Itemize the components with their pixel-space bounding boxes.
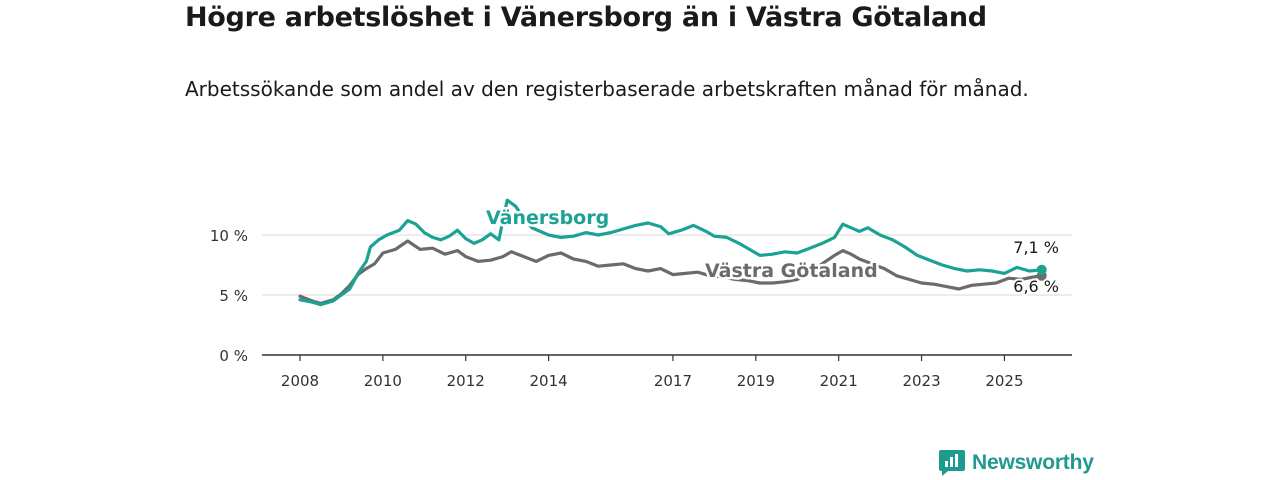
brand-logo: Newsworthy — [938, 448, 1094, 478]
x-tick-label: 2014 — [530, 372, 568, 390]
series-layer — [298, 198, 1047, 307]
x-tick-label: 2017 — [654, 372, 692, 390]
axes: 0 % 5 % 10 % 2008 2010 2012 2014 2017 2019 2021 20… — [210, 227, 1072, 390]
y-tick-label: 10 % — [210, 227, 248, 245]
x-tick-label: 2019 — [737, 372, 775, 390]
line-chart: 0 % 5 % 10 % 2008 2010 2012 2014 2017 2019 2021 20… — [210, 198, 1072, 390]
series-line-vanersborg — [298, 198, 1044, 307]
newsworthy-logo-icon — [939, 450, 965, 476]
x-tick-label: 2010 — [364, 372, 402, 390]
end-label-vanersborg: 7,1 % — [1013, 238, 1059, 257]
x-tick-label: 2025 — [985, 372, 1023, 390]
x-tick-label: 2021 — [820, 372, 858, 390]
series-end-marker — [1036, 264, 1047, 275]
labels: Vänersborg Västra Götaland 7,1 % 6,6 % — [484, 205, 1062, 299]
end-label-vastra-gotaland: 6,6 % — [1013, 277, 1059, 296]
chart-title: Högre arbetslöshet i Vänersborg än i Väs… — [185, 2, 987, 33]
y-tick-label: 0 % — [219, 347, 248, 365]
series-label-vanersborg: Vänersborg — [486, 207, 609, 229]
chart-subtitle: Arbetssökande som andel av den registerb… — [185, 77, 1029, 101]
x-tick-label: 2008 — [281, 372, 319, 390]
x-tick-label: 2012 — [447, 372, 485, 390]
y-tick-label: 5 % — [219, 287, 248, 305]
series-label-vastra-gotaland: Västra Götaland — [705, 260, 878, 282]
series-line-vastra-gotaland — [298, 239, 1044, 305]
x-tick-label: 2023 — [902, 372, 940, 390]
brand-name: Newsworthy — [972, 451, 1094, 474]
grid-lines — [262, 234, 1072, 296]
